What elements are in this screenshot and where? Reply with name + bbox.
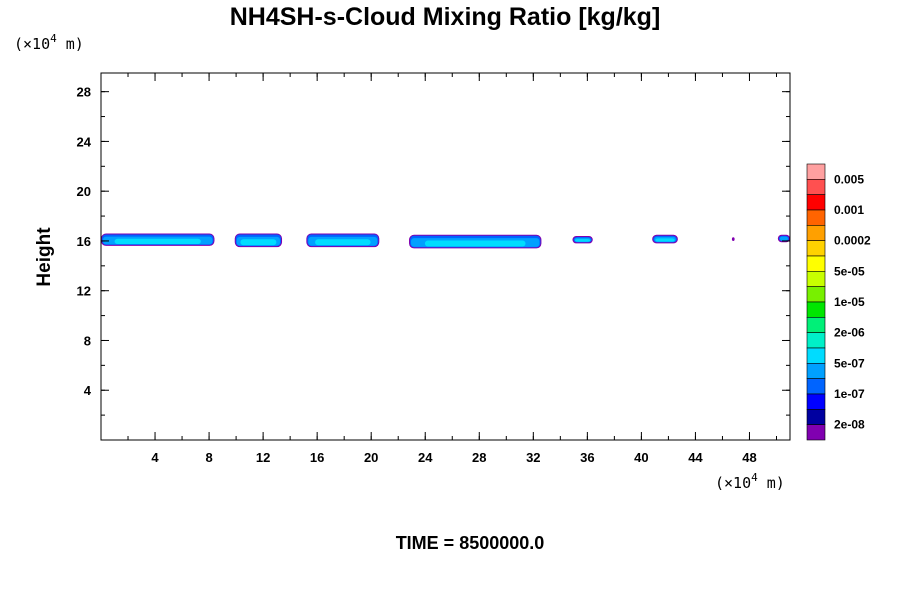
colorbar: 0.005 0.001 0.0002 5e-05 1e-05 2e-06 5e-07 1e-0…: [806, 163, 871, 441]
colorbar-label: 0.0002: [834, 234, 871, 248]
x-tick-label: 24: [418, 450, 433, 465]
y-axis-label: Height: [34, 227, 55, 287]
colorbar-swatch: [806, 240, 826, 257]
colorbar-swatch: [806, 179, 826, 195]
cloud-core-contour: [424, 240, 526, 247]
cloud-region: [306, 233, 380, 248]
x-axis-unit: (×104 m): [715, 471, 785, 492]
cloud-core-contour: [240, 239, 277, 246]
colorbar-label: 0.005: [834, 172, 864, 186]
cloud-region: [101, 233, 215, 246]
x-tick-label: 36: [580, 450, 594, 465]
colorbar-swatch: [806, 317, 826, 333]
colorbar-label: 5e-07: [834, 356, 865, 370]
x-tick-label: 48: [742, 450, 756, 465]
colorbar-swatch: [806, 271, 826, 287]
colorbar-swatch: [806, 209, 826, 226]
y-tick-label: 8: [84, 333, 91, 348]
plot-frame: [100, 72, 791, 441]
cloud-region: [777, 234, 790, 243]
x-tick-label: 40: [634, 450, 648, 465]
cloud-inner-contour: [779, 236, 788, 241]
y-tick-label: 12: [77, 284, 91, 299]
colorbar-swatch: [806, 378, 826, 395]
y-tick-label: 16: [77, 234, 91, 249]
chart-title: NH4SH-s-Cloud Mixing Ratio [kg/kg]: [230, 3, 661, 31]
x-tick-label: 32: [526, 450, 540, 465]
cloud-region: [409, 234, 542, 249]
cloud-core-contour: [315, 239, 371, 246]
cloud-region: [234, 233, 283, 248]
x-tick-label: 12: [256, 450, 270, 465]
x-tick-label: 16: [310, 450, 324, 465]
y-tick-label: 20: [77, 184, 91, 199]
colorbar-label: 0.001: [834, 203, 864, 217]
x-tick-label: 20: [364, 450, 378, 465]
colorbar-swatch: [806, 424, 826, 441]
colorbar-swatch: [806, 347, 826, 364]
colorbar-label: 1e-05: [834, 295, 865, 309]
colorbar-swatch: [806, 301, 826, 318]
y-tick-label: 28: [77, 85, 91, 100]
colorbar-label: 1e-07: [834, 387, 865, 401]
y-tick-label: 24: [77, 134, 92, 149]
colorbar-swatch: [806, 393, 826, 410]
colorbar-swatch: [806, 286, 826, 303]
cloud-field: [101, 233, 790, 249]
colorbar-label: 5e-05: [834, 264, 865, 278]
colorbar-swatch: [806, 194, 826, 211]
x-tick-label: 28: [472, 450, 486, 465]
colorbar-label: 2e-06: [834, 326, 865, 340]
x-tick-label: 4: [151, 450, 159, 465]
cloud-region: [572, 235, 593, 244]
colorbar-swatch: [806, 409, 826, 425]
colorbar-swatch: [806, 332, 826, 349]
cloud-core-contour: [655, 238, 675, 242]
x-tick-label: 8: [205, 450, 212, 465]
cloud-region: [652, 234, 678, 244]
colorbar-label: 2e-08: [834, 418, 865, 432]
time-label: TIME = 8500000.0: [396, 533, 545, 553]
colorbar-swatch: [806, 363, 826, 379]
cloud-outer-contour: [731, 237, 735, 241]
cloud-region: [731, 237, 735, 241]
y-axis-unit: (×104 m): [14, 32, 84, 53]
cloud-core-contour: [114, 238, 201, 245]
cloud-core-contour: [574, 239, 591, 242]
colorbar-swatch: [806, 163, 826, 180]
colorbar-swatch: [806, 255, 826, 272]
colorbar-swatch: [806, 225, 826, 241]
x-tick-label: 44: [688, 450, 703, 465]
y-tick-label: 4: [84, 383, 92, 398]
